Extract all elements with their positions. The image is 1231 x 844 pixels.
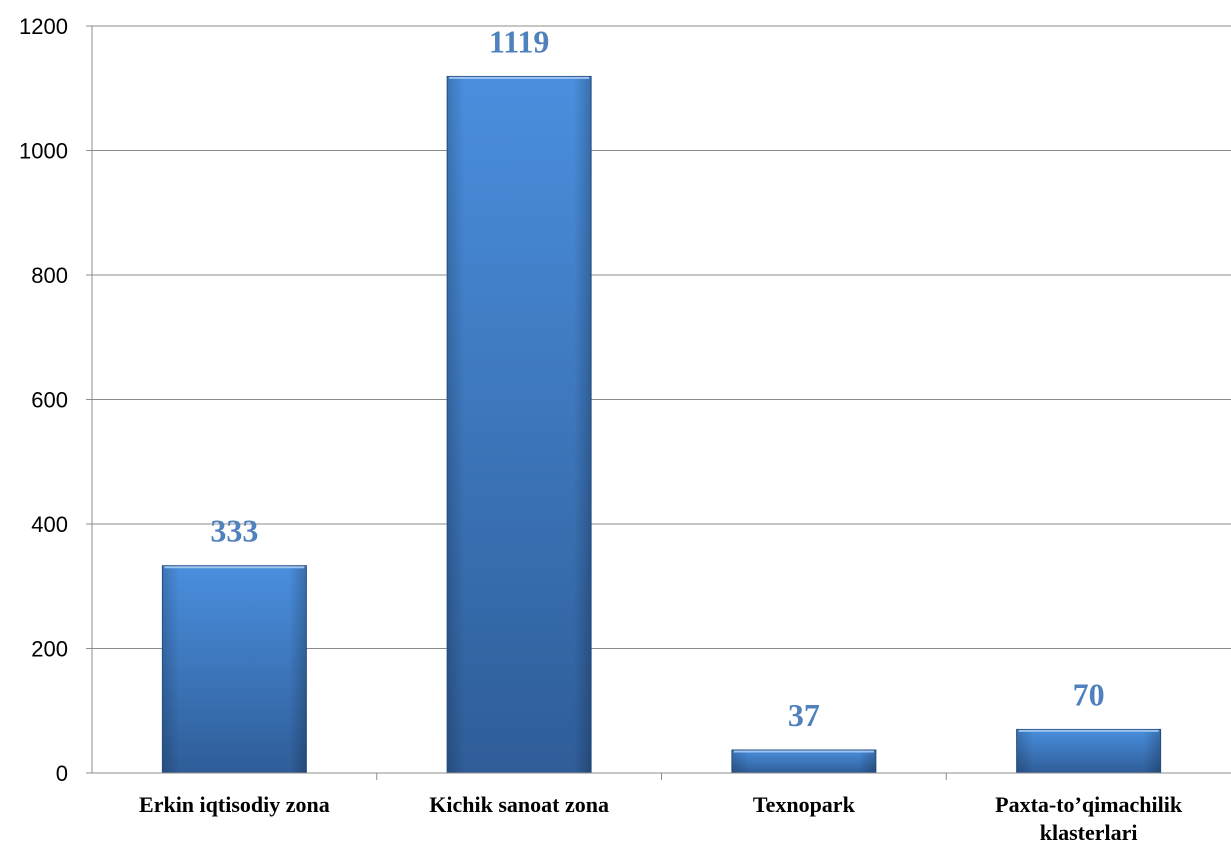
gridlines [92, 25, 1231, 649]
y-axis-tick-labels: 0 200 400 600 800 1000 1200 [19, 14, 68, 786]
y-tick-label-1200: 1200 [19, 14, 68, 39]
x-tick-label-kichik-sanoat-zona: Kichik sanoat zona [429, 792, 609, 817]
y-tick-label-400: 400 [31, 512, 68, 537]
bar-shading [1016, 729, 1161, 773]
bar-texnopark [731, 749, 877, 774]
bar-kichik-sanoat-zona [446, 75, 592, 774]
bar-erkin-iqtisodiy-zona [161, 565, 307, 774]
x-tick-label-erkin-iqtisodiy-zona: Erkin iqtisodiy zona [139, 792, 330, 817]
y-tick-label-600: 600 [31, 388, 68, 413]
y-tick-label-1000: 1000 [19, 139, 68, 164]
bar-shading [447, 76, 592, 774]
data-labels: 333 1119 37 70 [210, 23, 1104, 733]
data-label-erkin-iqtisodiy-zona: 333 [210, 513, 258, 549]
data-label-kichik-sanoat-zona: 1119 [489, 23, 549, 59]
y-tick-label-0: 0 [56, 761, 68, 786]
data-label-texnopark: 37 [788, 697, 820, 733]
bar-paxta-to-qimachilik-klasterlari [1016, 728, 1162, 774]
x-tick-label-paxta-to-qimachilik-klasterlari: Paxta-to’qimachilik klasterlari [995, 792, 1183, 844]
y-tick-label-200: 200 [31, 637, 68, 662]
data-label-paxta-to-qimachilik-klasterlari: 70 [1073, 676, 1105, 712]
bar-shading [162, 565, 307, 773]
bar-shading [731, 749, 876, 773]
x-tick-label-texnopark: Texnopark [753, 792, 856, 817]
x-axis-category-labels: Erkin iqtisodiy zona Kichik sanoat zona Te… [139, 792, 1183, 844]
bars [161, 75, 1162, 774]
y-tick-label-800: 800 [31, 263, 68, 288]
axes [86, 25, 1231, 780]
